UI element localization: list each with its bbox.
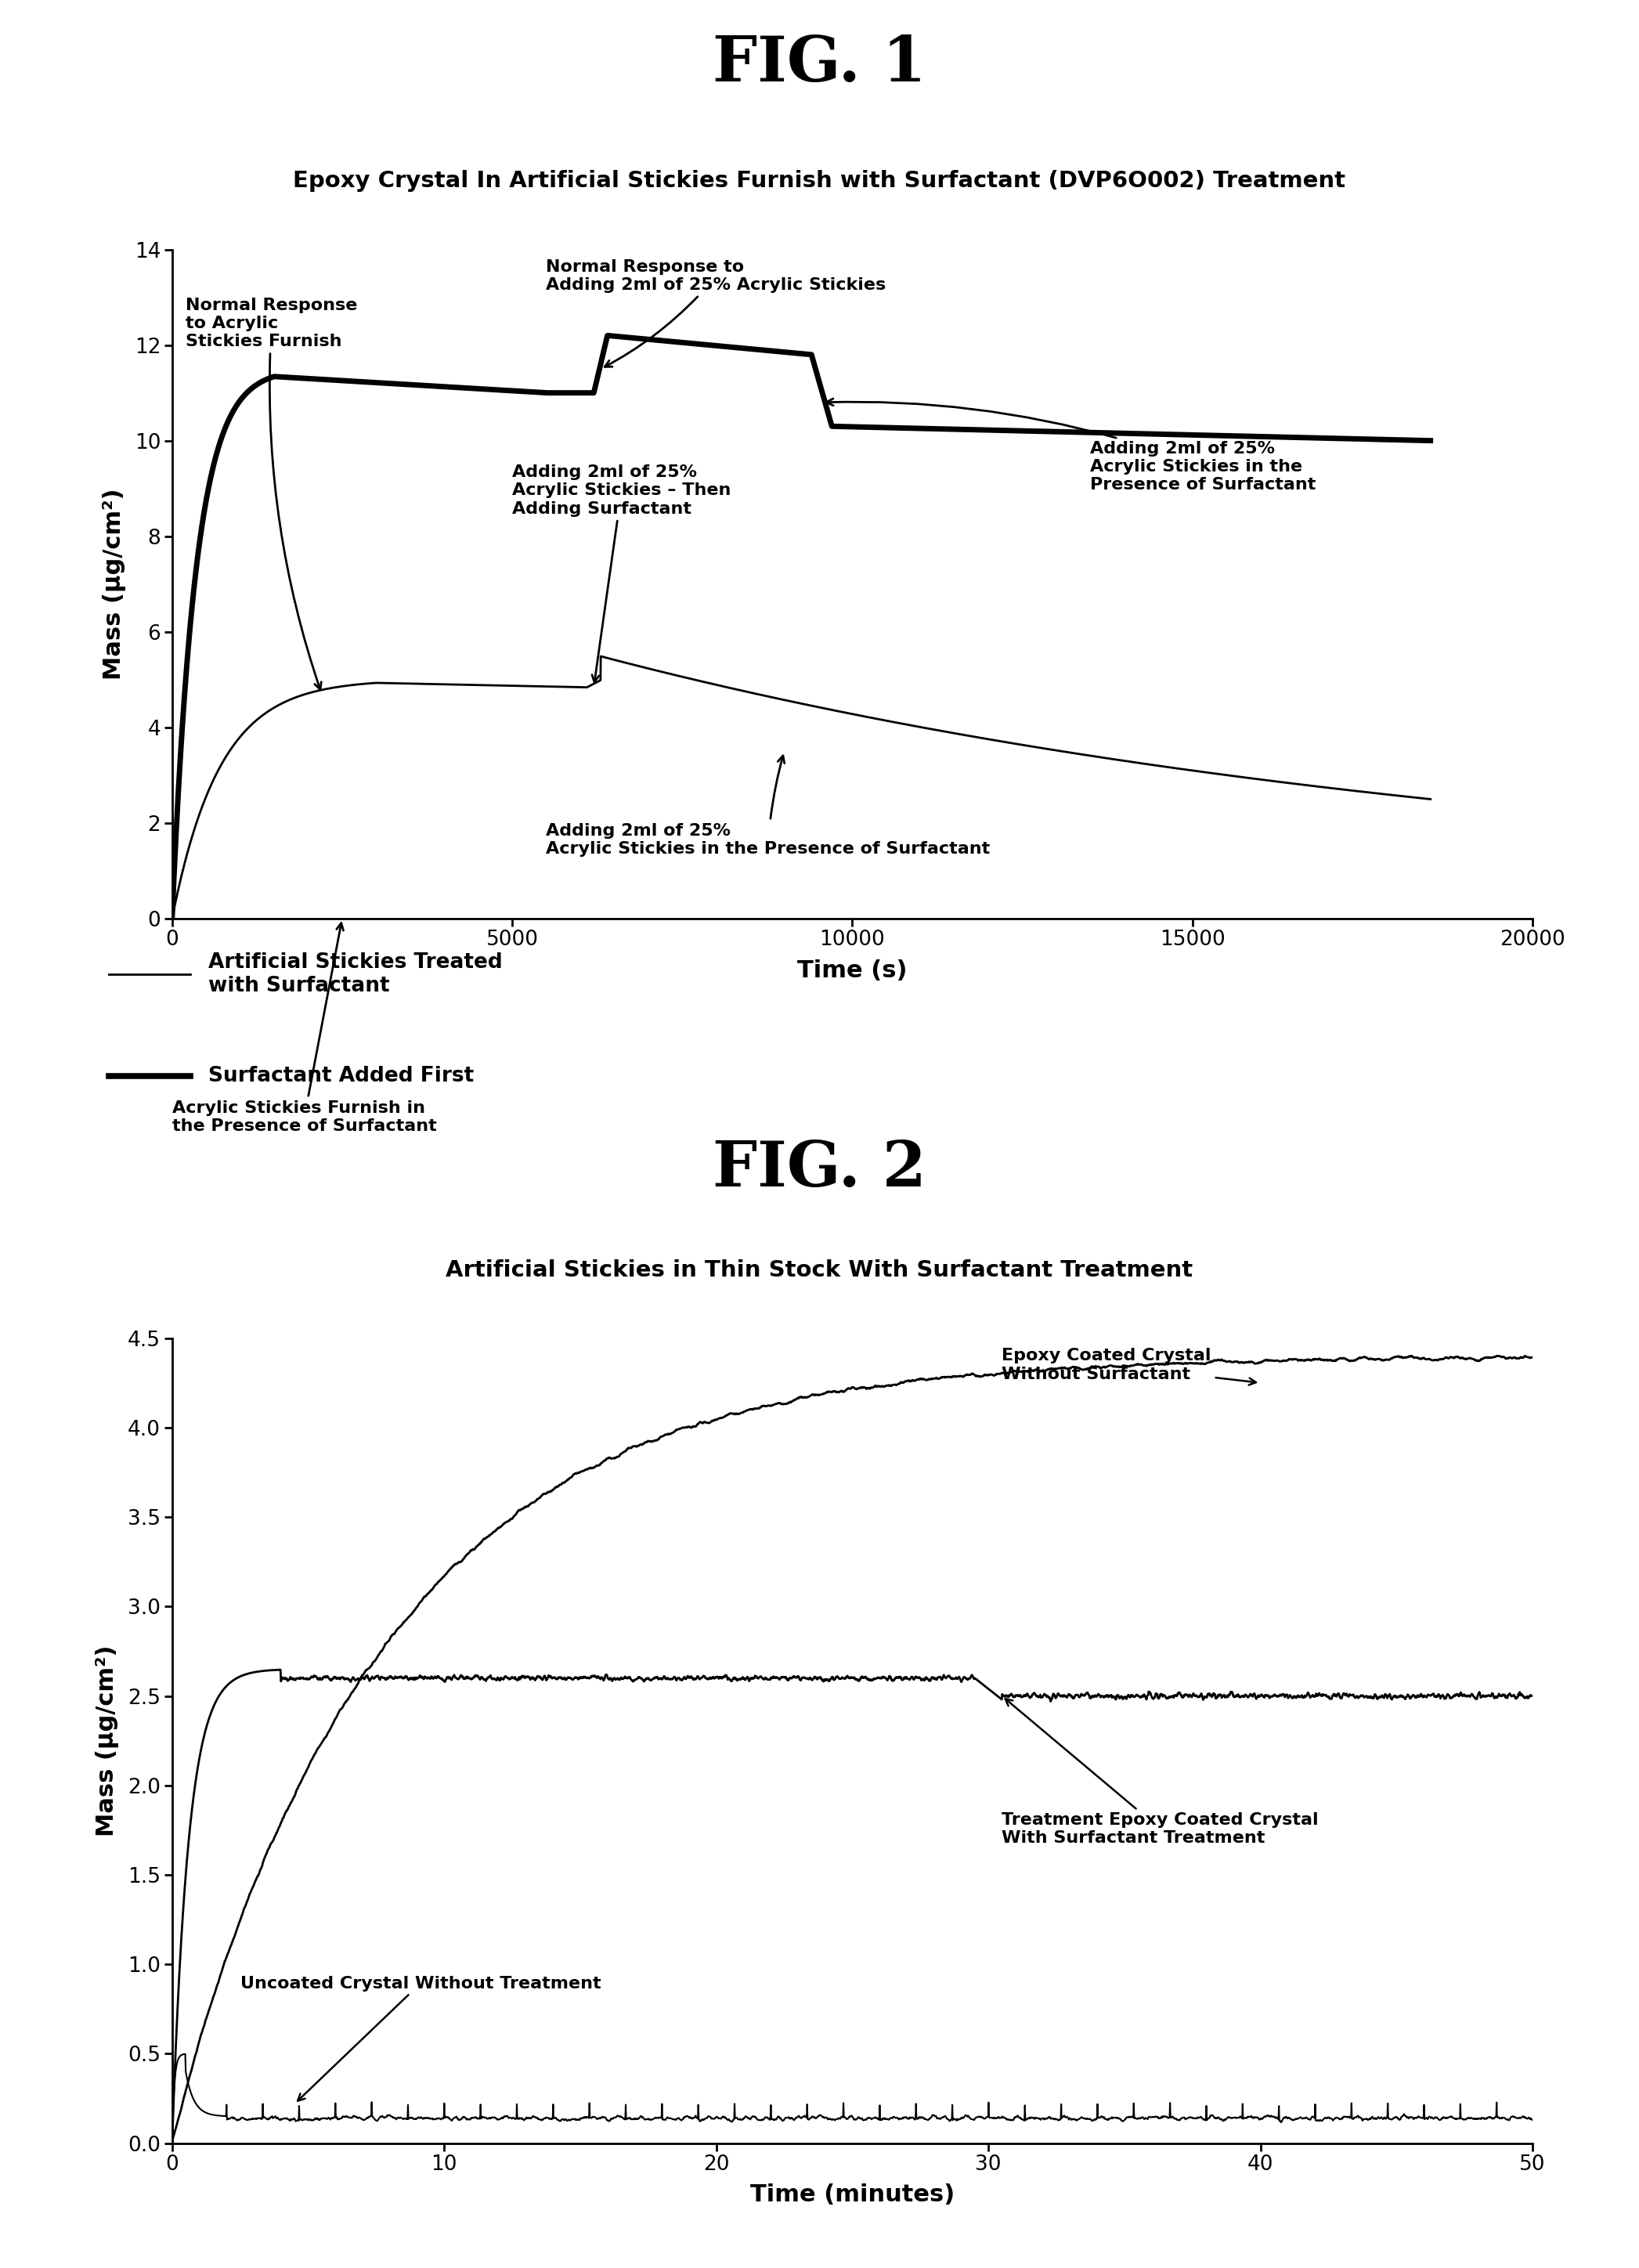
Y-axis label: Mass (μg/cm²): Mass (μg/cm²) — [102, 488, 126, 680]
Text: Adding 2ml of 25%
Acrylic Stickies in the
Presence of Surfactant: Adding 2ml of 25% Acrylic Stickies in th… — [826, 399, 1316, 492]
Text: Uncoated Crystal Without Treatment: Uncoated Crystal Without Treatment — [239, 1975, 602, 2100]
Text: Surfactant Added First: Surfactant Added First — [208, 1066, 474, 1086]
Text: FIG. 2: FIG. 2 — [713, 1139, 926, 1200]
Text: Artificial Stickies Treated
with Surfactant: Artificial Stickies Treated with Surfact… — [208, 953, 503, 996]
Text: Acrylic Stickies Furnish in
the Presence of Surfactant: Acrylic Stickies Furnish in the Presence… — [172, 923, 436, 1134]
Text: Normal Response
to Acrylic
Stickies Furnish: Normal Response to Acrylic Stickies Furn… — [185, 297, 357, 689]
Text: Epoxy Coated Crystal
Without Surfactant: Epoxy Coated Crystal Without Surfactant — [1001, 1347, 1255, 1386]
Text: Adding 2ml of 25%
Acrylic Stickies – Then
Adding Surfactant: Adding 2ml of 25% Acrylic Stickies – The… — [511, 465, 731, 683]
Text: Normal Response to
Adding 2ml of 25% Acrylic Stickies: Normal Response to Adding 2ml of 25% Acr… — [546, 259, 887, 367]
Text: FIG. 1: FIG. 1 — [713, 34, 926, 95]
Text: Adding 2ml of 25%
Acrylic Stickies in the Presence of Surfactant: Adding 2ml of 25% Acrylic Stickies in th… — [546, 755, 990, 857]
Text: Artificial Stickies in Thin Stock With Surfactant Treatment: Artificial Stickies in Thin Stock With S… — [446, 1259, 1193, 1281]
Y-axis label: Mass (μg/cm²): Mass (μg/cm²) — [95, 1644, 120, 1837]
Text: Epoxy Crystal In Artificial Stickies Furnish with Surfactant (DVP6O002) Treatmen: Epoxy Crystal In Artificial Stickies Fur… — [293, 170, 1346, 193]
X-axis label: Time (minutes): Time (minutes) — [751, 2184, 954, 2207]
Text: Treatment Epoxy Coated Crystal
With Surfactant Treatment: Treatment Epoxy Coated Crystal With Surf… — [1001, 1699, 1319, 1846]
X-axis label: Time (s): Time (s) — [797, 959, 908, 982]
